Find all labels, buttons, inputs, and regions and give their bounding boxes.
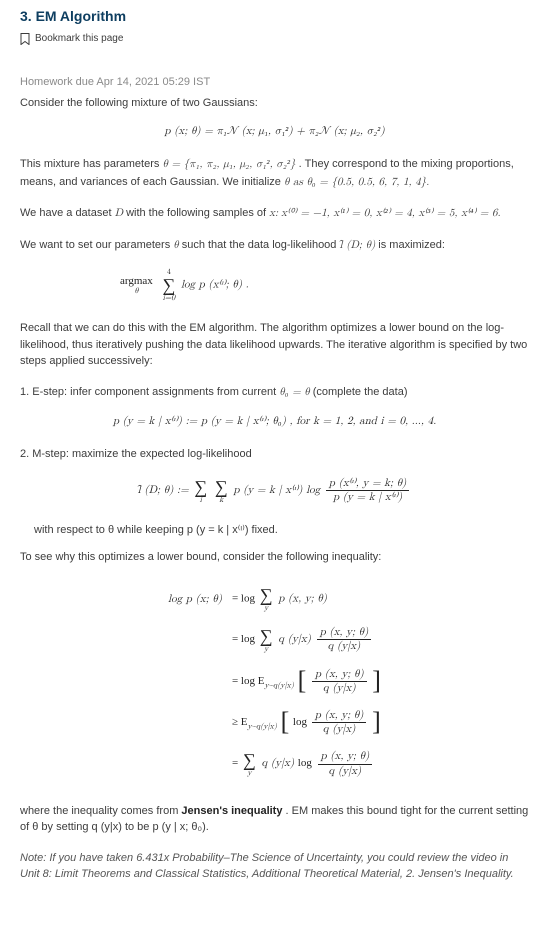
lb4-pre: ≥ E (232, 716, 248, 728)
want-mid: such that the data log-likelihood (182, 239, 340, 251)
samples: x⁽⁰⁾ = −1, x⁽¹⁾ = 0, x⁽²⁾ = 4, x⁽³⁾ = 5,… (281, 208, 500, 219)
mstep-heading: 2. M-step: maximize the expected log-lik… (20, 446, 529, 463)
params-lead: This mixture has parameters (20, 158, 162, 170)
lowerbound-derivation: log p (x; θ) = log ∑y p (x, y; θ) = log … (20, 579, 529, 785)
mstep-lhs: l̂ (D; θ) := (138, 485, 193, 496)
want-lead: We want to set our parameters (20, 239, 173, 251)
dataset-x: x: (269, 208, 278, 219)
want-lhat: l̂ (D; θ) (339, 240, 375, 251)
mstep-frac-den: p (y = k | x⁽ᶦ⁾) (326, 491, 410, 504)
estep-theta: θ₀ = θ (279, 387, 309, 398)
lowerbound-intro: To see why this optimizes a lower bound,… (20, 549, 529, 566)
lb5-den: q (y|x) (318, 765, 373, 778)
params-set: θ = {π₁, π₂, μ₁, μ₂, σ₁², σ₂²} (162, 159, 295, 170)
lb3-sub: y~q(y|x) (264, 681, 293, 689)
sigma-icon-i: ∑ (194, 478, 207, 496)
jensen-name: Jensen's inequality (181, 805, 282, 817)
lb2-den: q (y|x) (317, 640, 372, 653)
lb-lhs: log p (x; θ) (164, 579, 226, 619)
lb4-sub: y~q(y|x) (247, 722, 276, 730)
jensen-paragraph: where the inequality comes from Jensen's… (20, 803, 529, 836)
intro-text: Consider the following mixture of two Ga… (20, 95, 529, 112)
dataset-lead: We have a dataset (20, 207, 115, 219)
params-paragraph: This mixture has parameters θ = {π₁, π₂,… (20, 156, 529, 191)
lb4-num: p (x, y; θ) (312, 709, 367, 723)
page-title: 3. EM Algorithm (20, 6, 529, 27)
dataset-mid: with the following samples of (126, 207, 269, 219)
argmax-body: log p (x⁽ᶦ⁾; θ) . (181, 280, 249, 291)
estep-eq-text: p (y = k | x⁽ᶦ⁾) := p (y = k | x⁽ᶦ⁾; θ₀)… (113, 416, 436, 427)
bookmark-button[interactable]: Bookmark this page (20, 31, 529, 46)
argmax-sub: θ (120, 287, 153, 296)
lb3-pre: = log E (232, 675, 264, 687)
mstep-frac-num: p (x⁽ᶦ⁾, y = k; θ) (326, 477, 410, 491)
dataset-paragraph: We have a dataset D with the following s… (20, 205, 529, 223)
argmax-top: argmax (120, 275, 153, 287)
bookmark-label: Bookmark this page (35, 31, 123, 46)
lb3-den: q (y|x) (312, 682, 367, 695)
lb-sub-y1: y (260, 604, 273, 612)
dataset-D: D (115, 208, 123, 219)
note-lead: Note: (20, 852, 46, 864)
lb5-num: p (x, y; θ) (318, 750, 373, 764)
jensen-lead: where the inequality comes from (20, 805, 181, 817)
want-tail: is maximized: (378, 239, 445, 251)
estep-heading: 1. E-step: infer component assignments f… (20, 384, 529, 402)
sum-bot: i=0 (162, 294, 175, 302)
estep-equation: p (y = k | x⁽ᶦ⁾) := p (y = k | x⁽ᶦ⁾; θ₀)… (20, 415, 529, 428)
mstep-sum-i: i (194, 496, 207, 504)
note-body: If you have taken 6.431x Probability–The… (20, 852, 514, 881)
sigma-icon-y5: ∑ (243, 751, 256, 769)
mixture-equation: p (x; θ) = π₁𝒩 (x; μ₁, σ₁²) + π₂𝒩 (x; μ₂… (20, 125, 529, 138)
want-theta: θ (173, 240, 178, 251)
sigma-icon: ∑ (162, 276, 175, 294)
sigma-icon-y2: ∑ (260, 627, 273, 645)
estep-tail: (complete the data) (313, 386, 408, 398)
sigma-icon-k: ∑ (215, 478, 228, 496)
lb4-log: log (293, 716, 310, 728)
init-theta: θ as θ₀ = {0.5, 0.5, 6, 7, 1, 4}. (284, 177, 429, 188)
mstep-sum-k: k (215, 496, 228, 504)
argmax-equation: argmax θ 4 ∑ i=0 log p (x⁽ᶦ⁾; θ) . (20, 268, 529, 302)
due-date: Homework due Apr 14, 2021 05:29 IST (20, 74, 529, 91)
mstep-keep: with respect to θ while keeping p (y = k… (20, 522, 529, 539)
lb-sub-y5: y (243, 769, 256, 777)
mstep-equation: l̂ (D; θ) := ∑ i ∑ k p (y = k | x⁽ᶦ⁾) lo… (20, 477, 529, 504)
sigma-icon-y1: ∑ (260, 586, 273, 604)
note-paragraph: Note: If you have taken 6.431x Probabili… (20, 850, 529, 883)
lb2-num: p (x, y; θ) (317, 626, 372, 640)
page-container: 3. EM Algorithm Bookmark this page Homew… (0, 0, 549, 927)
mixture-eq-text: p (x; θ) = π₁𝒩 (x; μ₁, σ₁²) + π₂𝒩 (x; μ₂… (164, 126, 384, 137)
mstep-mid: p (y = k | x⁽ᶦ⁾) log (233, 485, 323, 496)
lb3-num: p (x, y; θ) (312, 668, 367, 682)
lb4-den: q (y|x) (312, 723, 367, 736)
lb-sub-y2: y (260, 645, 273, 653)
estep-lead: 1. E-step: infer component assignments f… (20, 386, 279, 398)
recall-paragraph: Recall that we can do this with the EM a… (20, 320, 529, 370)
objective-paragraph: We want to set our parameters θ such tha… (20, 237, 529, 255)
bookmark-icon (20, 33, 30, 45)
